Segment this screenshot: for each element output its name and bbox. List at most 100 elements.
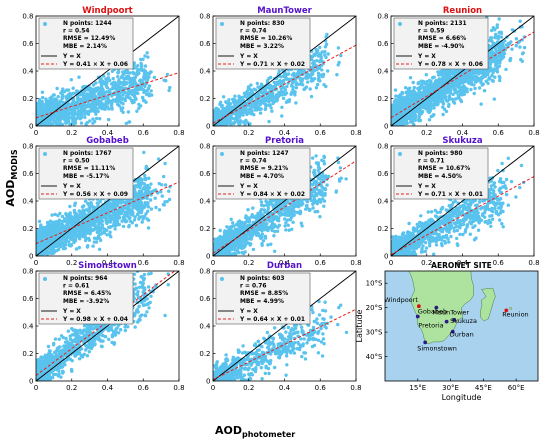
data-point xyxy=(254,88,258,92)
data-point xyxy=(104,90,109,94)
data-point xyxy=(165,72,170,77)
legend-mbe: MBE = -4.90% xyxy=(418,44,464,50)
data-point xyxy=(409,112,413,116)
data-point xyxy=(71,91,76,96)
data-point xyxy=(491,70,495,75)
data-point xyxy=(520,8,523,11)
data-point xyxy=(403,97,407,102)
data-point xyxy=(492,97,496,101)
data-point xyxy=(452,101,457,105)
data-point xyxy=(286,81,290,85)
legend-rmse: RMSE = 10.26% xyxy=(240,36,292,42)
data-point xyxy=(431,75,435,80)
y-tick-label: 0.6 xyxy=(199,40,211,48)
data-point xyxy=(116,98,121,102)
data-point xyxy=(218,115,223,120)
data-point xyxy=(124,86,128,91)
data-point xyxy=(494,11,497,14)
legend-r: r = 0.59 xyxy=(418,29,444,35)
data-point xyxy=(400,91,405,96)
data-point xyxy=(132,72,136,76)
data-point xyxy=(497,17,501,21)
data-point xyxy=(312,63,316,67)
data-point xyxy=(61,100,65,105)
data-point xyxy=(280,114,284,118)
data-point xyxy=(498,76,502,80)
data-point xyxy=(483,69,488,73)
data-point xyxy=(243,110,247,115)
data-point xyxy=(478,76,482,81)
data-point xyxy=(294,101,298,105)
data-point xyxy=(87,84,91,88)
data-point xyxy=(143,54,147,58)
data-point xyxy=(309,79,314,83)
data-point xyxy=(495,70,500,74)
data-point xyxy=(400,118,405,122)
data-point xyxy=(66,113,71,117)
x-tick-label: 0.2 xyxy=(421,129,432,137)
fit-line xyxy=(391,31,534,119)
data-point xyxy=(124,94,129,99)
data-point xyxy=(142,77,147,81)
data-point xyxy=(427,118,432,122)
data-point xyxy=(127,92,132,96)
data-point xyxy=(289,84,294,88)
data-point xyxy=(497,48,501,52)
data-point xyxy=(66,103,70,107)
x-tick-label: 0.8 xyxy=(350,129,361,137)
data-point xyxy=(69,107,74,112)
x-tick-label: 0 xyxy=(34,129,38,137)
data-point xyxy=(147,75,151,79)
data-point xyxy=(168,85,172,90)
data-point xyxy=(455,68,460,72)
data-point xyxy=(403,86,408,90)
data-point xyxy=(465,87,469,91)
data-point xyxy=(36,101,39,106)
data-point xyxy=(258,111,263,115)
data-point xyxy=(102,107,106,111)
data-point xyxy=(441,112,445,117)
data-point xyxy=(74,89,79,94)
legend-point-marker xyxy=(398,22,402,26)
data-point xyxy=(502,46,507,50)
data-point xyxy=(479,80,483,85)
data-point xyxy=(47,109,51,113)
y-tick-label: 0.8 xyxy=(199,13,210,21)
data-point xyxy=(127,96,132,100)
data-point xyxy=(312,52,316,57)
data-point xyxy=(293,93,297,97)
data-point xyxy=(471,75,475,80)
data-point xyxy=(287,99,291,104)
data-point xyxy=(254,95,258,100)
data-point xyxy=(144,212,148,216)
data-point xyxy=(489,66,493,70)
data-point xyxy=(298,76,302,81)
data-point xyxy=(124,121,128,126)
data-point xyxy=(303,86,307,91)
data-point xyxy=(36,113,39,117)
data-point xyxy=(259,107,263,111)
data-point xyxy=(326,52,330,56)
data-point xyxy=(145,51,149,55)
data-point xyxy=(488,38,492,43)
data-point xyxy=(514,44,518,48)
identity-line xyxy=(391,16,534,126)
data-point xyxy=(419,105,424,109)
y-tick-label: 0.4 xyxy=(377,68,389,76)
legend-r: r = 0.54 xyxy=(63,29,89,35)
data-point xyxy=(85,104,90,109)
data-point xyxy=(267,119,271,124)
data-point xyxy=(510,28,515,32)
data-point xyxy=(447,94,452,98)
data-point xyxy=(90,108,94,112)
y-tick-label: 0 xyxy=(384,123,388,131)
data-point xyxy=(293,74,297,79)
data-point xyxy=(445,90,449,95)
data-point xyxy=(491,42,496,46)
data-point xyxy=(145,77,150,82)
data-point xyxy=(96,109,100,113)
data-point xyxy=(121,102,125,106)
data-point xyxy=(269,84,274,89)
data-point xyxy=(80,106,85,110)
data-point xyxy=(83,115,87,120)
